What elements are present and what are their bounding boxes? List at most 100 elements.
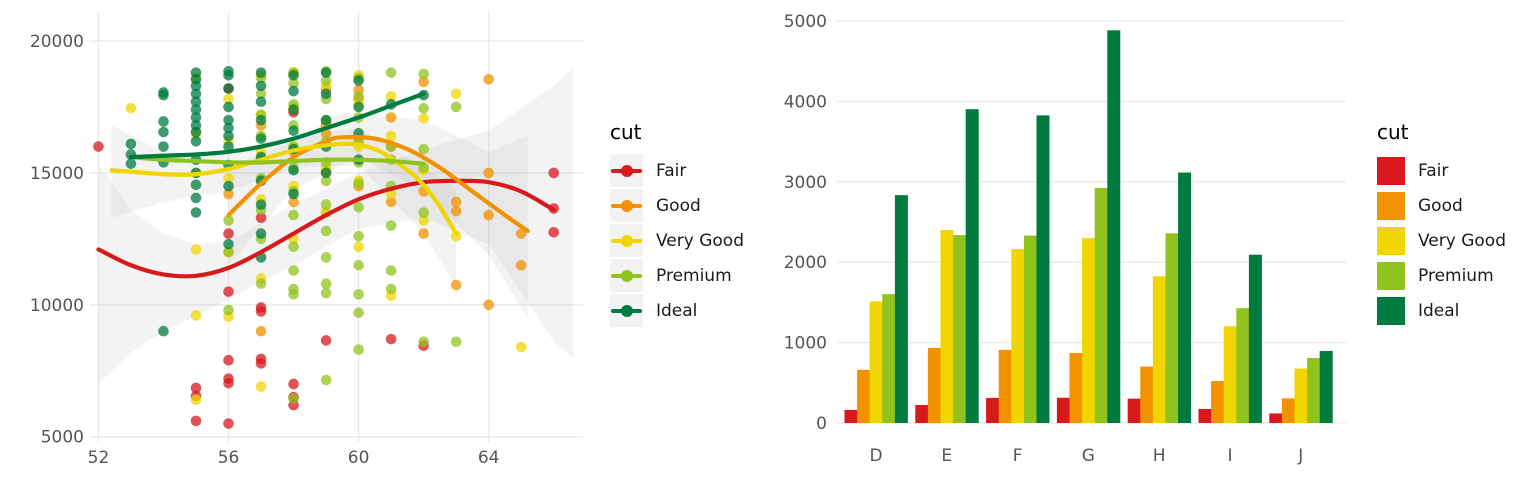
bar-G-good <box>1069 352 1083 423</box>
bar-E-good <box>927 347 941 423</box>
svg-text:10000: 10000 <box>30 296 84 316</box>
bar-I-premium <box>1236 308 1250 423</box>
legend-item-fair: Fair <box>610 153 744 188</box>
svg-text:5000: 5000 <box>784 12 827 32</box>
bar-group-E <box>915 109 979 424</box>
legend-item-fair: Fair <box>1377 153 1506 188</box>
bar-I-ideal <box>1248 254 1262 423</box>
svg-text:5000: 5000 <box>41 428 84 448</box>
scatter-legend-title: cut <box>610 120 642 144</box>
svg-text:H: H <box>1153 446 1166 466</box>
legend-label: Premium <box>656 265 732 286</box>
svg-text:1000: 1000 <box>784 334 827 354</box>
svg-text:D: D <box>869 446 882 466</box>
bar-legend: cut Fair Good Very Good Premium Ideal <box>1377 120 1506 328</box>
bar-I-good <box>1211 381 1225 423</box>
legend-key-point <box>620 269 633 282</box>
bar-I-fair <box>1198 408 1212 423</box>
svg-text:15000: 15000 <box>30 164 84 184</box>
svg-text:2000: 2000 <box>784 253 827 273</box>
bar-E-fair <box>915 404 929 423</box>
svg-text:52: 52 <box>88 448 110 468</box>
legend-item-ideal: Ideal <box>610 293 744 328</box>
legend-label: Ideal <box>1418 300 1460 321</box>
legend-item-premium: Premium <box>610 258 744 293</box>
legend-key-swatch <box>1377 156 1405 185</box>
bar-D-ideal <box>894 195 908 423</box>
svg-text:4000: 4000 <box>784 92 827 112</box>
legend-label: Premium <box>1418 265 1494 286</box>
scatter-chart: 52 56 60 64 5000 10000 15000 20000 <box>30 12 583 468</box>
bar-chart: 0 1000 2000 3000 4000 5000 D E F G H I J <box>784 12 1346 466</box>
bar-J-premium <box>1307 358 1321 423</box>
legend-label: Good <box>1418 195 1463 216</box>
bar-F-very-good <box>1011 249 1025 423</box>
bar-F-good <box>998 349 1012 423</box>
bar-G-fair <box>1056 397 1070 423</box>
bar-H-good <box>1140 366 1154 423</box>
bar-J-very-good <box>1294 368 1308 423</box>
legend-key-swatch <box>1377 296 1405 325</box>
legend-item-premium: Premium <box>1377 258 1506 293</box>
bar-H-fair <box>1127 398 1141 423</box>
legend-key-swatch <box>1377 261 1405 290</box>
legend-key-point <box>620 234 633 247</box>
legend-item-good: Good <box>1377 188 1506 223</box>
scatter-legend-items: Fair Good Very Good Premium Ideal <box>610 153 744 328</box>
bar-J-good <box>1281 398 1295 423</box>
bar-group-F <box>986 115 1050 424</box>
bar-H-premium <box>1165 233 1179 423</box>
legend-key-line-dot-icon <box>610 224 643 257</box>
smooth-line-good <box>226 134 530 234</box>
svg-text:20000: 20000 <box>30 32 84 52</box>
smooth-line-premium <box>128 154 426 166</box>
svg-text:I: I <box>1227 446 1232 466</box>
smooth-line-ideal <box>128 91 426 160</box>
scatter-points-premium <box>223 66 462 404</box>
svg-text:E: E <box>941 446 952 466</box>
svg-text:64: 64 <box>478 448 500 468</box>
bar-legend-items: Fair Good Very Good Premium Ideal <box>1377 153 1506 328</box>
legend-key-swatch <box>1377 226 1405 255</box>
svg-text:F: F <box>1013 446 1023 466</box>
bar-F-fair <box>986 397 1000 423</box>
legend-item-very-good: Very Good <box>610 223 744 258</box>
scatter-legend: cut Fair Good Very Good Premium Ideal <box>610 120 744 328</box>
bar-I-very-good <box>1223 326 1237 423</box>
smooth-line-very-good <box>109 141 459 236</box>
legend-label: Ideal <box>656 300 698 321</box>
legend-label: Fair <box>1418 160 1449 181</box>
bar-E-premium <box>953 235 967 423</box>
legend-label: Very Good <box>656 230 744 251</box>
legend-key-swatch <box>1377 191 1405 220</box>
bar-group-I <box>1198 254 1262 423</box>
svg-text:56: 56 <box>218 448 240 468</box>
bar-legend-title: cut <box>1377 120 1409 144</box>
bar-G-very-good <box>1082 238 1096 423</box>
bar-F-premium <box>1023 235 1037 423</box>
legend-item-good: Good <box>610 188 744 223</box>
bar-H-very-good <box>1152 276 1166 423</box>
svg-text:3000: 3000 <box>784 173 827 193</box>
svg-text:J: J <box>1297 446 1303 466</box>
bar-D-good <box>857 369 871 423</box>
smooth-line-fair <box>96 178 556 279</box>
bar-J-ideal <box>1319 350 1333 423</box>
legend-key-line-dot-icon <box>610 154 643 187</box>
bar-G-premium <box>1094 187 1108 423</box>
legend-item-ideal: Ideal <box>1377 293 1506 328</box>
bar-E-very-good <box>940 230 954 423</box>
legend-key-line-dot-icon <box>610 294 643 327</box>
legend-label: Very Good <box>1418 230 1506 251</box>
scatter-axis-labels: 52 56 60 64 5000 10000 15000 20000 <box>30 32 500 468</box>
bar-E-ideal <box>965 109 979 424</box>
legend-key-point <box>620 304 633 317</box>
legend-key-line-dot-icon <box>610 189 643 222</box>
bar-group-G <box>1056 30 1121 423</box>
bar-group-J <box>1269 350 1333 423</box>
bar-H-ideal <box>1178 172 1192 423</box>
bar-D-premium <box>882 294 896 423</box>
legend-key-line-dot-icon <box>610 259 643 292</box>
